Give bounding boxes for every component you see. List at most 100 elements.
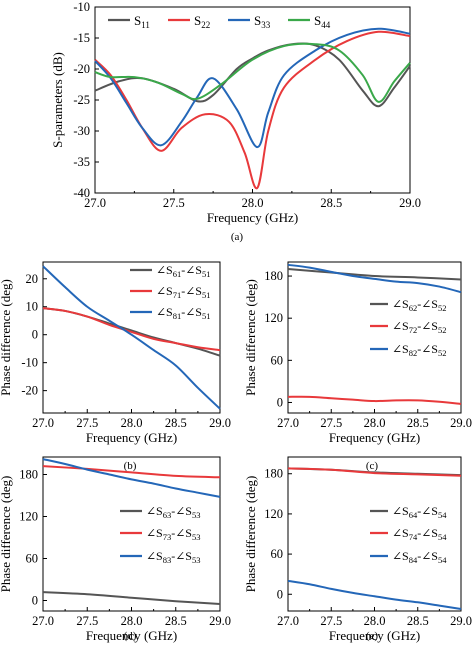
- legend-label: ∠S81-∠S51: [156, 305, 210, 321]
- y-axis-title: Phase difference (deg): [0, 476, 13, 593]
- legend-label-base: S: [254, 13, 261, 28]
- y-tick-label: 0: [277, 587, 283, 601]
- legend-label: ∠S63-∠S53: [146, 504, 200, 520]
- x-tick-label: 29.0: [399, 196, 421, 210]
- legend-label-sub: 52: [438, 348, 447, 358]
- x-tick-label: 29.0: [450, 416, 472, 430]
- x-tick-label: 27.5: [320, 614, 342, 628]
- legend-label-base: -∠S: [417, 504, 438, 518]
- legend-label-base: -∠S: [417, 297, 438, 311]
- series-line-a-1: [94, 30, 411, 190]
- legend-label-base: ∠S: [392, 297, 409, 311]
- legend-label-base: ∠S: [146, 526, 163, 540]
- legend-label-base: S: [314, 13, 321, 28]
- legend-label-sub: 53: [192, 532, 201, 542]
- legend-label-sub: 83: [163, 555, 172, 565]
- series-line-e-2: [287, 579, 462, 610]
- legend-label: ∠S73-∠S53: [146, 526, 200, 542]
- legend-label-sub: 54: [438, 510, 447, 520]
- panel-caption: (d): [124, 630, 137, 642]
- y-tick-label: -10: [73, 0, 90, 14]
- legend-label: ∠S71-∠S51: [156, 284, 210, 300]
- x-tick-label: 28.5: [165, 614, 187, 628]
- panel-caption: (b): [124, 460, 137, 472]
- x-tick-label: 28.5: [320, 196, 342, 210]
- legend-label-base: ∠S: [156, 263, 173, 277]
- legend-label-sub: 72: [409, 325, 418, 335]
- legend-label-sub: 51: [202, 290, 211, 300]
- legend: ∠S63-∠S53∠S73-∠S53∠S83-∠S53: [120, 504, 200, 565]
- legend-label-base: ∠S: [392, 342, 409, 356]
- y-tick-label: 0: [277, 395, 283, 409]
- legend-label: S44: [314, 13, 331, 30]
- legend-label-base: ∠S: [156, 305, 173, 319]
- x-tick-label: 29.0: [209, 416, 231, 430]
- x-tick-label: 28.5: [165, 416, 187, 430]
- y-tick-label: 120: [264, 311, 283, 325]
- x-axis-title: Frequency (GHz): [86, 430, 177, 445]
- legend-label-base: -∠S: [417, 526, 438, 540]
- x-tick-label: 27.0: [277, 416, 299, 430]
- legend-label-sub: 52: [438, 325, 447, 335]
- legend: S11 S22 S33 S44: [108, 13, 331, 30]
- legend-label-sub: 53: [192, 510, 201, 520]
- y-axis-title: S-parameters (dB): [50, 52, 65, 148]
- series-line-a-2: [94, 27, 411, 149]
- x-tick-label: 27.5: [76, 416, 98, 430]
- x-tick-label: 28.0: [121, 614, 143, 628]
- legend-label-base: ∠S: [156, 284, 173, 298]
- legend-label-sub: 74: [409, 532, 418, 542]
- x-tick-label: 27.0: [84, 196, 106, 210]
- y-tick-label: -25: [73, 93, 90, 107]
- legend-label: ∠S82-∠S52: [392, 342, 446, 358]
- y-tick-label: 180: [264, 269, 283, 283]
- series-line-c-1: [287, 395, 462, 405]
- legend-label-base: -∠S: [181, 284, 202, 298]
- y-tick-label: 180: [264, 467, 283, 481]
- legend-label-base: -∠S: [171, 526, 192, 540]
- legend-label-sub: 84: [409, 555, 418, 565]
- y-axis-title: Phase difference (deg): [243, 476, 258, 593]
- chart-panel-d: 27.0 27.5 28.0 28.5 29.0 0 60 120 180 Frequency (…: [0, 456, 231, 643]
- series-line-e-1: [287, 467, 462, 477]
- series-line-c-2: [287, 263, 462, 294]
- legend-label-sub: 54: [438, 555, 447, 565]
- x-axis-title: Frequency (GHz): [329, 628, 420, 643]
- legend-label-sub: 63: [163, 510, 172, 520]
- legend-label-base: -∠S: [181, 305, 202, 319]
- legend-label-sub: 11: [141, 20, 150, 30]
- x-tick-label: 27.5: [320, 416, 342, 430]
- plot-frame: [287, 261, 462, 414]
- x-tick-label: 28.5: [407, 614, 429, 628]
- legend-label-sub: 82: [409, 348, 418, 358]
- legend: ∠S64-∠S54∠S74-∠S54∠S84-∠S54: [370, 504, 447, 565]
- x-tick-label: 28.0: [242, 196, 264, 210]
- legend-label-base: -∠S: [417, 342, 438, 356]
- legend-label-base: -∠S: [171, 549, 192, 563]
- legend-label-sub: 53: [192, 555, 201, 565]
- x-axis-title: Frequency (GHz): [86, 628, 177, 643]
- legend-label: S11: [134, 13, 150, 30]
- chart-panel-c: 27.0 27.5 28.0 28.5 29.0 0 60 120 180 Frequency (…: [243, 261, 472, 472]
- y-tick-label: -20: [21, 384, 38, 398]
- legend-label-base: ∠S: [392, 504, 409, 518]
- y-tick-label: -40: [73, 186, 90, 200]
- legend-label: ∠S64-∠S54: [392, 504, 447, 520]
- chart-panel-a: 27.0 27.5 28.0 28.5 29.0 -40 -35 -30 -25 -20 -15 -1…: [50, 0, 421, 243]
- legend-label-base: ∠S: [392, 319, 409, 333]
- y-tick-label: 180: [19, 468, 38, 482]
- panel-caption: (a): [231, 231, 244, 243]
- x-tick-label: 27.0: [32, 416, 54, 430]
- series-line-c-0: [287, 268, 462, 281]
- y-tick-label: 10: [26, 300, 39, 314]
- series-line-d-0: [42, 591, 221, 605]
- x-tick-label: 27.0: [32, 614, 54, 628]
- legend-label-sub: 73: [163, 532, 172, 542]
- legend-label: S33: [254, 13, 271, 30]
- y-tick-label: -15: [73, 31, 90, 45]
- y-axis-title: Phase difference (deg): [243, 279, 258, 396]
- legend-label: ∠S74-∠S54: [392, 526, 447, 542]
- legend-label-base: ∠S: [146, 504, 163, 518]
- legend-label-sub: 44: [321, 20, 331, 30]
